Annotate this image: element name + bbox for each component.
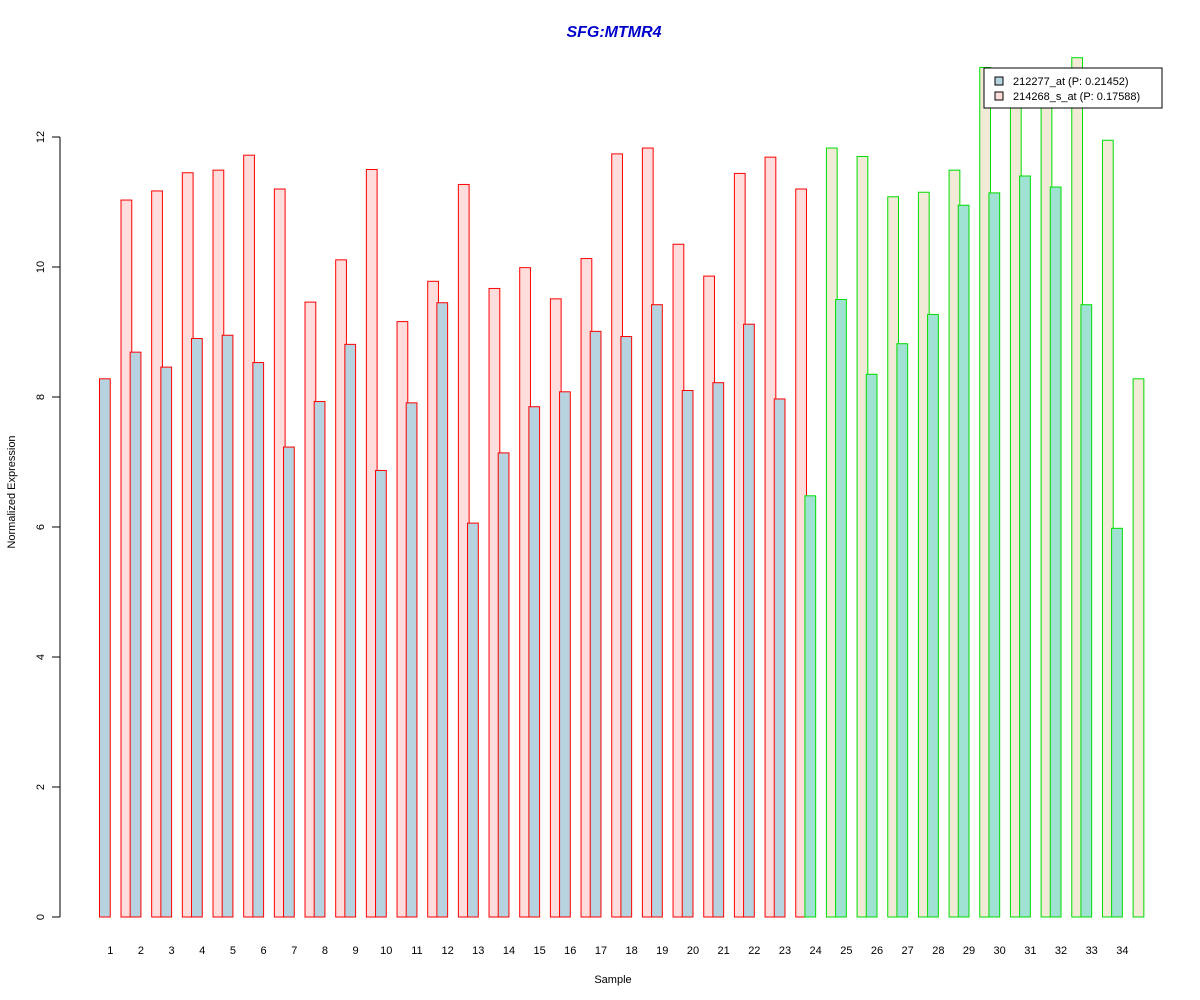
x-tick-label-34: 34 [1116, 945, 1128, 957]
bar-sample-22-series-1 [743, 323, 755, 918]
x-tick-label-32: 32 [1055, 945, 1067, 957]
legend-box [983, 67, 1163, 109]
x-tick-label-18: 18 [626, 945, 638, 957]
x-tick-label-27: 27 [902, 945, 914, 957]
x-tick-label-17: 17 [595, 945, 607, 957]
legend-swatch-212277-at [994, 76, 1004, 86]
bar-sample-9-series-1 [344, 343, 357, 918]
bar-sample-32-series-1 [1049, 186, 1062, 918]
legend: 212277_at (P: 0.21452) 214268_s_at (P: 0… [983, 67, 1163, 109]
bar-sample-10-series-1 [375, 469, 387, 918]
bar-sample-2-series-1 [129, 351, 142, 918]
bar-sample-33-series-1 [1080, 304, 1093, 918]
legend-label-214268-s-at: 214268_s_at (P: 0.17588) [1013, 91, 1140, 103]
y-tick-label: 12 [35, 131, 47, 143]
bar-sample-30-series-1 [988, 192, 1001, 918]
x-tick-label-29: 29 [963, 945, 975, 957]
bar-sample-19-series-1 [651, 304, 663, 918]
x-tick-label-33: 33 [1086, 945, 1098, 957]
chart-title: SFG:MTMR4 [566, 24, 661, 41]
legend-swatch-214268-s-at [994, 91, 1004, 101]
bar-sample-20-series-1 [681, 390, 694, 918]
bar-sample-14-series-1 [497, 452, 510, 918]
bar-sample-25-series-1 [835, 299, 847, 918]
x-tick-label-6: 6 [261, 945, 267, 957]
x-tick-label-7: 7 [291, 945, 297, 957]
bar-sample-34-series-1 [1111, 527, 1123, 918]
x-tick-label-10: 10 [380, 945, 392, 957]
bars-group [99, 57, 1145, 918]
x-tick-label-20: 20 [687, 945, 699, 957]
x-tick-label-31: 31 [1024, 945, 1036, 957]
bar-sample-8-series-1 [313, 401, 326, 918]
x-tick-label-14: 14 [503, 945, 515, 957]
bar-sample-16-series-1 [559, 391, 571, 918]
bar-sample-15-series-1 [528, 406, 541, 918]
y-tick-label: 2 [35, 784, 47, 790]
bar-sample-31-series-1 [1019, 175, 1031, 918]
bar-sample-6-series-1 [252, 362, 265, 918]
x-axis-label: Sample [594, 974, 631, 986]
x-tick-label-5: 5 [230, 945, 236, 957]
bar-sample-13-series-1 [467, 522, 479, 918]
bar-sample-34-series-2 [1132, 378, 1145, 918]
bar-sample-1-series-1 [99, 378, 111, 918]
bar-sample-17-series-1 [589, 330, 602, 918]
x-tick-label-16: 16 [564, 945, 576, 957]
x-axis-tick-labels: 1 2 3 4 5 6 7 8 9 10 11 12 13 14 15 16 17 18 19 20 21 22 23 24 2… [107, 945, 1128, 957]
y-tick-label: 6 [35, 524, 47, 530]
y-tick-label: 4 [35, 654, 47, 660]
bar-sample-5-series-1 [221, 334, 234, 918]
bar-sample-7-series-1 [283, 446, 295, 918]
x-tick-label-23: 23 [779, 945, 791, 957]
y-tick-label: 8 [35, 394, 47, 400]
x-tick-label-13: 13 [472, 945, 484, 957]
bar-sample-24-series-1 [804, 495, 817, 918]
x-tick-label-3: 3 [169, 945, 175, 957]
bar-sample-4-series-1 [191, 338, 203, 918]
x-tick-label-4: 4 [199, 945, 205, 957]
bar-sample-28-series-1 [927, 313, 939, 918]
bar-sample-12-series-1 [436, 302, 449, 918]
x-tick-label-11: 11 [411, 945, 422, 957]
y-tick-label: 0 [35, 914, 47, 920]
x-tick-label-12: 12 [441, 945, 453, 957]
y-axis-ticks: 0 2 4 6 8 10 12 [35, 131, 60, 920]
x-tick-label-26: 26 [871, 945, 883, 957]
x-tick-label-21: 21 [718, 945, 730, 957]
legend-label-212277-at: 212277_at (P: 0.21452) [1013, 76, 1129, 88]
y-tick-label: 10 [35, 261, 47, 273]
y-axis-label: Normalized Expression [6, 435, 18, 548]
x-tick-label-9: 9 [353, 945, 359, 957]
bar-sample-3-series-1 [160, 366, 173, 918]
bar-sample-21-series-1 [712, 382, 725, 918]
x-tick-label-24: 24 [810, 945, 822, 957]
x-tick-label-2: 2 [138, 945, 144, 957]
x-tick-label-25: 25 [840, 945, 852, 957]
x-tick-label-15: 15 [534, 945, 546, 957]
bar-sample-27-series-1 [896, 343, 909, 918]
bar-sample-11-series-1 [405, 402, 418, 918]
bar-sample-29-series-1 [957, 204, 970, 918]
x-tick-label-30: 30 [994, 945, 1006, 957]
x-tick-label-19: 19 [656, 945, 668, 957]
bar-sample-26-series-1 [865, 373, 878, 918]
bar-sample-23-series-1 [773, 398, 786, 918]
bar-sample-18-series-1 [620, 336, 633, 918]
x-tick-label-1: 1 [107, 945, 113, 957]
x-tick-label-28: 28 [932, 945, 944, 957]
x-tick-label-22: 22 [748, 945, 760, 957]
x-tick-label-8: 8 [322, 945, 328, 957]
